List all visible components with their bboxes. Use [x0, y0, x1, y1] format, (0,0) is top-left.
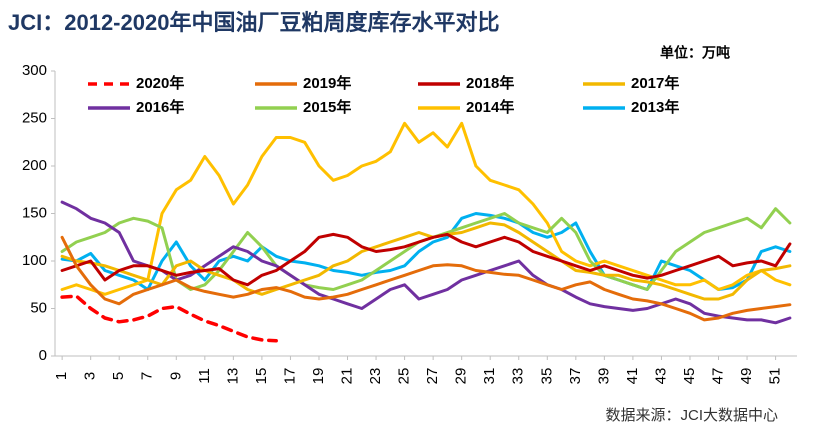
series-line	[60, 221, 792, 301]
legend-label: 2018年	[466, 74, 514, 92]
y-tick-label: 300	[22, 62, 47, 79]
series-line	[60, 200, 792, 325]
y-tick-label: 150	[22, 204, 47, 221]
x-tick-label: 3	[82, 372, 99, 380]
x-tick-label: 19	[310, 368, 327, 385]
x-tick-label: 23	[367, 368, 384, 385]
x-tick-label: 31	[481, 368, 498, 385]
series-line	[60, 294, 278, 343]
x-tick-label: 15	[253, 368, 270, 385]
legend-label: 2015年	[303, 98, 351, 116]
x-tick-label: 5	[110, 372, 127, 380]
x-tick-label: 9	[167, 372, 184, 380]
x-tick-label: 1	[53, 372, 70, 380]
x-tick-label: 7	[139, 372, 156, 380]
legend-label: 2014年	[466, 98, 514, 116]
x-tick-label: 29	[453, 368, 470, 385]
x-tick-label: 17	[281, 368, 298, 385]
x-tick-label: 43	[652, 368, 669, 385]
source-note: 数据来源：JCI大数据中心	[605, 407, 778, 424]
legend-label: 2013年	[631, 98, 679, 116]
series-line	[60, 232, 792, 287]
x-tick-label: 27	[424, 368, 441, 385]
y-tick-label: 0	[39, 347, 47, 364]
series-line	[60, 235, 792, 322]
x-tick-label: 37	[567, 368, 584, 385]
x-tick-label: 33	[510, 368, 527, 385]
x-tick-label: 41	[624, 368, 641, 385]
series-line	[60, 121, 792, 296]
y-tick-label: 250	[22, 109, 47, 126]
x-tick-label: 45	[681, 368, 698, 385]
unit-note: 单位：万吨	[660, 45, 730, 61]
y-tick-label: 100	[22, 252, 47, 269]
x-tick-label: 51	[767, 368, 784, 385]
x-tick-label: 39	[595, 368, 612, 385]
x-tick-label: 25	[396, 368, 413, 385]
legend-label: 2019年	[303, 74, 351, 92]
x-tick-label: 11	[196, 368, 213, 384]
y-tick-label: 50	[30, 299, 47, 316]
x-tick-label: 13	[224, 368, 241, 385]
x-tick-label: 49	[738, 368, 755, 385]
legend-label: 2016年	[136, 98, 184, 116]
x-tick-label: 35	[538, 368, 555, 385]
legend-label: 2017年	[631, 74, 679, 92]
x-tick-label: 21	[338, 368, 355, 385]
y-tick-label: 200	[22, 157, 47, 174]
chart-title: JCI：2012-2020年中国油厂豆粕周度库存水平对比	[8, 10, 499, 35]
x-tick-label: 47	[709, 368, 726, 385]
legend-label: 2020年	[136, 74, 184, 92]
